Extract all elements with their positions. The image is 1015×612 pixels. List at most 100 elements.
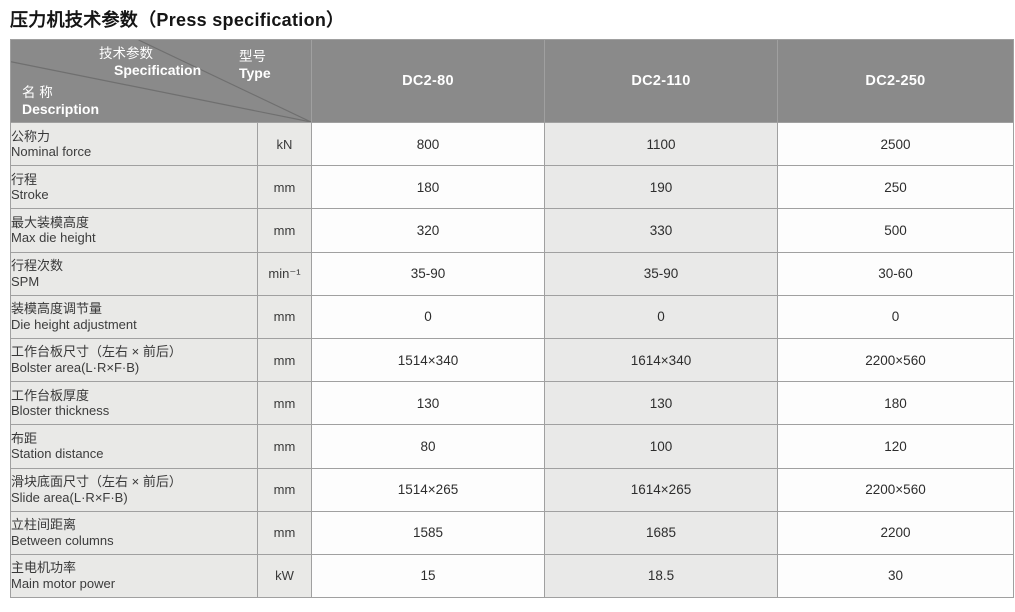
row-label-en: Die height adjustment bbox=[11, 316, 137, 332]
value-cell: 80 bbox=[311, 424, 545, 469]
value-cell: 180 bbox=[777, 381, 1014, 426]
corner-specification-label: 技术参数 Specification bbox=[99, 46, 201, 80]
column-header-dc2-80: DC2-80 bbox=[311, 39, 545, 123]
corner-specification-cn: 技术参数 bbox=[99, 46, 153, 61]
row-label-cn: 布距 bbox=[11, 430, 38, 446]
page-title: 压力机技术参数（Press specification） bbox=[10, 10, 345, 30]
row-label-cn: 工作台板厚度 bbox=[11, 387, 90, 403]
column-header-dc2-110: DC2-110 bbox=[544, 39, 778, 123]
row-label-cn: 装模高度调节量 bbox=[11, 301, 103, 317]
value-cell: 330 bbox=[544, 208, 778, 253]
unit-cell: mm bbox=[257, 510, 312, 555]
row-label-cn: 公称力 bbox=[11, 128, 51, 144]
value-cell: 30 bbox=[777, 553, 1014, 599]
unit-cell: mm bbox=[257, 467, 312, 512]
table-row-die-height-adjustment: 装模高度调节量 Die height adjustment mm 0 0 0 bbox=[10, 294, 1014, 339]
value-cell: 130 bbox=[311, 381, 545, 426]
row-label: 公称力 Nominal force bbox=[10, 121, 258, 167]
value-cell: 130 bbox=[544, 381, 778, 426]
unit-cell: mm bbox=[257, 424, 312, 469]
value-cell: 1685 bbox=[544, 510, 778, 555]
row-label-cn: 行程次数 bbox=[11, 258, 64, 274]
value-cell: 180 bbox=[311, 165, 545, 210]
row-label: 主电机功率 Main motor power bbox=[10, 553, 258, 599]
value-cell: 2200×560 bbox=[777, 337, 1014, 383]
corner-type-label: 型号 Type bbox=[239, 49, 271, 83]
table-row-stroke: 行程 Stroke mm 180 190 250 bbox=[10, 165, 1014, 210]
unit-cell: mm bbox=[257, 294, 312, 339]
value-cell: 190 bbox=[544, 165, 778, 210]
value-cell: 500 bbox=[777, 208, 1014, 253]
column-header-dc2-250: DC2-250 bbox=[777, 39, 1014, 123]
row-label: 滑块底面尺寸（左右 × 前后） Slide area(L·R×F·B) bbox=[10, 467, 258, 512]
value-cell: 100 bbox=[544, 424, 778, 469]
unit-cell: kN bbox=[257, 121, 312, 167]
row-label: 装模高度调节量 Die height adjustment bbox=[10, 294, 258, 339]
row-label-cn: 主电机功率 bbox=[11, 560, 77, 576]
table-row-station-distance: 布距 Station distance mm 80 100 120 bbox=[10, 424, 1014, 469]
corner-specification-en: Specification bbox=[114, 62, 202, 79]
table-row-main-motor-power: 主电机功率 Main motor power kW 15 18.5 30 bbox=[10, 553, 1014, 599]
corner-type-cn: 型号 bbox=[239, 49, 266, 64]
row-label-en: Main motor power bbox=[11, 575, 116, 591]
unit-cell: min⁻¹ bbox=[257, 251, 312, 296]
page: 压力机技术参数（Press specification） 技术参数 Specif… bbox=[0, 6, 1015, 599]
unit-cell: mm bbox=[257, 165, 312, 210]
value-cell: 2200 bbox=[777, 510, 1014, 555]
row-label-en: SPM bbox=[11, 273, 40, 289]
value-cell: 0 bbox=[777, 294, 1014, 339]
table-row-between-columns: 立柱间距离 Between columns mm 1585 1685 2200 bbox=[10, 510, 1014, 555]
corner-type-en: Type bbox=[239, 65, 271, 82]
table-row-nominal-force: 公称力 Nominal force kN 800 1100 2500 bbox=[10, 121, 1014, 167]
corner-description-cn: 名 称 bbox=[22, 85, 53, 100]
row-label-cn: 工作台板尺寸（左右 × 前后） bbox=[11, 344, 182, 360]
press-specification-table: 技术参数 Specification 型号 Type 名 称 Descripti… bbox=[10, 39, 1014, 599]
value-cell: 0 bbox=[311, 294, 545, 339]
value-cell: 35-90 bbox=[311, 251, 545, 296]
row-label-en: Station distance bbox=[11, 446, 104, 462]
row-label-en: Nominal force bbox=[11, 144, 92, 160]
header-row: 技术参数 Specification 型号 Type 名 称 Descripti… bbox=[10, 39, 1014, 123]
unit-cell: kW bbox=[257, 553, 312, 599]
row-label-cn: 行程 bbox=[11, 171, 38, 187]
row-label-en: Bolster area(L·R×F·B) bbox=[11, 360, 140, 376]
header-corner-cell: 技术参数 Specification 型号 Type 名 称 Descripti… bbox=[10, 39, 312, 123]
table-row-bolster-area: 工作台板尺寸（左右 × 前后） Bolster area(L·R×F·B) mm… bbox=[10, 337, 1014, 383]
table-row-spm: 行程次数 SPM min⁻¹ 35-90 35-90 30-60 bbox=[10, 251, 1014, 296]
value-cell: 1100 bbox=[544, 121, 778, 167]
value-cell: 2500 bbox=[777, 121, 1014, 167]
row-label: 行程次数 SPM bbox=[10, 251, 258, 296]
table-row-slide-area: 滑块底面尺寸（左右 × 前后） Slide area(L·R×F·B) mm 1… bbox=[10, 467, 1014, 512]
value-cell: 2200×560 bbox=[777, 467, 1014, 512]
row-label: 行程 Stroke bbox=[10, 165, 258, 210]
value-cell: 1614×265 bbox=[544, 467, 778, 512]
corner-description-en: Description bbox=[22, 101, 100, 118]
row-label-cn: 立柱间距离 bbox=[11, 517, 77, 533]
value-cell: 320 bbox=[311, 208, 545, 253]
row-label-en: Stroke bbox=[11, 187, 49, 203]
row-label: 最大装模高度 Max die height bbox=[10, 208, 258, 253]
row-label-cn: 最大装模高度 bbox=[11, 214, 90, 230]
unit-cell: mm bbox=[257, 208, 312, 253]
value-cell: 120 bbox=[777, 424, 1014, 469]
value-cell: 1614×340 bbox=[544, 337, 778, 383]
row-label-en: Slide area(L·R×F·B) bbox=[11, 489, 128, 505]
unit-cell: mm bbox=[257, 337, 312, 383]
row-label-en: Bloster thickness bbox=[11, 403, 110, 419]
corner-diagonal-lines-icon bbox=[11, 40, 311, 122]
row-label: 立柱间距离 Between columns bbox=[10, 510, 258, 555]
value-cell: 18.5 bbox=[544, 553, 778, 599]
table-row-bolster-thickness: 工作台板厚度 Bloster thickness mm 130 130 180 bbox=[10, 381, 1014, 426]
value-cell: 1585 bbox=[311, 510, 545, 555]
table-row-max-die-height: 最大装模高度 Max die height mm 320 330 500 bbox=[10, 208, 1014, 253]
value-cell: 250 bbox=[777, 165, 1014, 210]
row-label: 工作台板尺寸（左右 × 前后） Bolster area(L·R×F·B) bbox=[10, 337, 258, 383]
value-cell: 15 bbox=[311, 553, 545, 599]
row-label: 布距 Station distance bbox=[10, 424, 258, 469]
row-label-en: Max die height bbox=[11, 230, 96, 246]
value-cell: 1514×340 bbox=[311, 337, 545, 383]
value-cell: 30-60 bbox=[777, 251, 1014, 296]
row-label-cn: 滑块底面尺寸（左右 × 前后） bbox=[11, 474, 182, 489]
value-cell: 35-90 bbox=[544, 251, 778, 296]
row-label-en: Between columns bbox=[11, 532, 114, 548]
